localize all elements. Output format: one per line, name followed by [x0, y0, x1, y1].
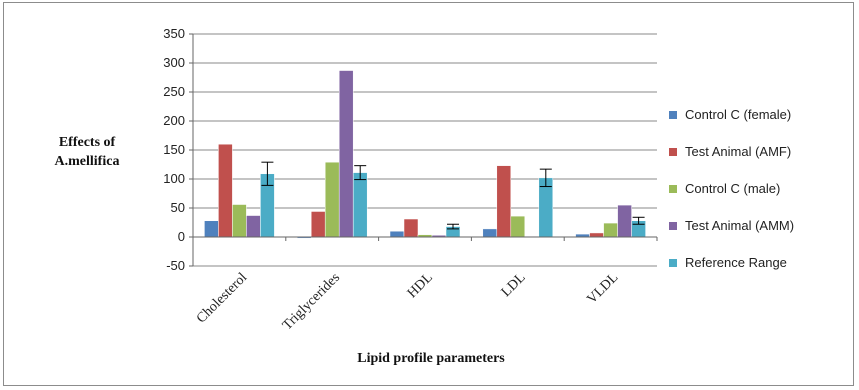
- legend-label: Reference Range: [685, 255, 787, 270]
- category-label: Triglycerides: [280, 270, 343, 333]
- category-label: HDL: [405, 270, 436, 301]
- legend-swatch: [669, 185, 677, 193]
- bar: [246, 215, 261, 238]
- x-axis-title: Lipid profile parameters: [357, 351, 505, 366]
- y-tick-label: 300: [163, 55, 185, 70]
- legend: Control C (female) Test Animal (AMF) Contr…: [669, 107, 794, 270]
- bar: [204, 220, 219, 238]
- y-tick-label: 150: [163, 142, 185, 157]
- category-label: LDL: [499, 270, 529, 300]
- bars: [204, 70, 646, 239]
- bar: [218, 143, 233, 238]
- legend-label: Test Animal (AMM): [685, 218, 794, 233]
- y-axis-title-line-1: Effects of: [59, 135, 116, 150]
- bar: [496, 165, 512, 238]
- legend-swatch: [669, 222, 677, 230]
- legend-swatch: [669, 111, 677, 119]
- bar: [482, 228, 498, 238]
- y-tick-label: 0: [178, 229, 185, 244]
- y-tick-label: 250: [163, 84, 185, 99]
- category-label: Cholesterol: [194, 270, 250, 326]
- category-label: VLDL: [584, 270, 621, 307]
- y-tick-label: 350: [163, 26, 185, 41]
- y-tick-label: -50: [166, 258, 185, 273]
- bar: [352, 172, 368, 238]
- bar: [617, 204, 632, 238]
- bar: [232, 204, 247, 238]
- y-axis-title-line-2: A.mellifica: [55, 154, 120, 169]
- axes: [192, 34, 658, 266]
- y-tick-label: 100: [163, 171, 185, 186]
- legend-label: Control C (female): [685, 107, 791, 122]
- bar: [510, 215, 526, 238]
- y-tick-labels: -50 0 50 100 150 200 250 300 350: [163, 26, 185, 273]
- bar: [324, 161, 340, 238]
- bar: [589, 232, 604, 238]
- legend-label: Test Animal (AMF): [685, 144, 791, 159]
- chart-frame: [3, 2, 854, 386]
- y-tick-label: 50: [171, 200, 185, 215]
- bar: [310, 211, 326, 238]
- legend-swatch: [669, 148, 677, 156]
- legend-swatch: [669, 259, 677, 267]
- bar: [403, 218, 419, 238]
- y-tick-label: 200: [163, 113, 185, 128]
- category-labels: Cholesterol Triglycerides HDL LDL VLDL: [194, 270, 621, 333]
- bar: [389, 230, 405, 238]
- legend-label: Control C (male): [685, 181, 780, 196]
- bar: [603, 222, 618, 238]
- bar: [338, 70, 354, 238]
